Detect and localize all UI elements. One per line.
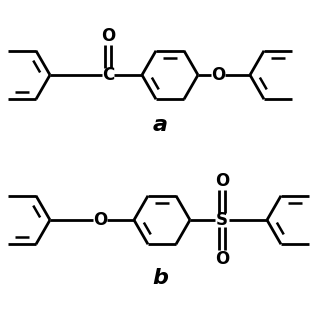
Text: S: S <box>216 211 228 229</box>
Text: O: O <box>215 250 229 268</box>
Text: O: O <box>101 27 115 45</box>
Text: C: C <box>102 66 114 84</box>
Text: b: b <box>152 268 168 288</box>
Text: a: a <box>153 115 167 135</box>
Text: O: O <box>93 211 107 229</box>
Text: O: O <box>215 172 229 190</box>
Text: O: O <box>211 66 225 84</box>
